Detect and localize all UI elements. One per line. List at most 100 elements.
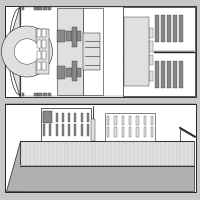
Bar bbox=[144, 28, 148, 38]
Polygon shape bbox=[6, 141, 20, 191]
Bar bbox=[81, 113, 83, 122]
Bar bbox=[87, 124, 89, 136]
Bar bbox=[124, 17, 149, 86]
Bar bbox=[37, 40, 41, 48]
Bar bbox=[20, 166, 194, 191]
Bar bbox=[56, 113, 58, 122]
Bar bbox=[124, 28, 128, 38]
Bar bbox=[87, 113, 89, 122]
Bar bbox=[179, 15, 183, 42]
Bar bbox=[129, 116, 131, 125]
Bar bbox=[149, 28, 153, 38]
Bar bbox=[62, 113, 64, 122]
Bar bbox=[37, 62, 41, 70]
Bar bbox=[36, 29, 49, 74]
Bar bbox=[68, 113, 70, 122]
Bar bbox=[34, 7, 38, 10]
Bar bbox=[66, 68, 72, 77]
Bar bbox=[151, 116, 153, 125]
Bar bbox=[139, 55, 143, 65]
Bar bbox=[74, 113, 76, 122]
Bar bbox=[72, 27, 77, 47]
Bar bbox=[21, 7, 195, 96]
Bar bbox=[144, 55, 148, 65]
Bar bbox=[129, 55, 133, 65]
Bar bbox=[129, 71, 133, 81]
Bar bbox=[81, 124, 83, 136]
Bar bbox=[49, 124, 51, 136]
Bar bbox=[37, 51, 41, 59]
Bar bbox=[114, 116, 117, 125]
Bar bbox=[139, 71, 143, 81]
Bar bbox=[173, 15, 177, 42]
Bar bbox=[5, 104, 196, 192]
Bar bbox=[38, 7, 42, 10]
Bar bbox=[37, 29, 41, 37]
Bar bbox=[123, 7, 195, 96]
Bar bbox=[38, 93, 42, 96]
Bar bbox=[34, 93, 38, 96]
Bar bbox=[22, 7, 24, 10]
Bar bbox=[56, 124, 58, 136]
Bar bbox=[136, 127, 139, 137]
Bar bbox=[48, 7, 51, 10]
Bar bbox=[20, 141, 194, 191]
Bar bbox=[20, 165, 194, 166]
Bar bbox=[124, 71, 128, 81]
Bar bbox=[83, 33, 100, 70]
Bar bbox=[57, 8, 83, 95]
Bar bbox=[144, 116, 146, 125]
Bar bbox=[43, 124, 45, 136]
Bar bbox=[124, 55, 128, 65]
Bar bbox=[66, 31, 72, 41]
Bar bbox=[139, 28, 143, 38]
Bar bbox=[49, 113, 51, 122]
Bar bbox=[43, 113, 45, 122]
Bar bbox=[139, 41, 143, 51]
Circle shape bbox=[14, 39, 40, 64]
Bar bbox=[22, 93, 24, 96]
Bar bbox=[149, 41, 153, 51]
Bar bbox=[129, 127, 131, 137]
Bar bbox=[167, 15, 171, 42]
Bar bbox=[149, 71, 153, 81]
Bar bbox=[179, 61, 183, 88]
Bar bbox=[122, 127, 124, 137]
Bar bbox=[151, 127, 153, 137]
Bar bbox=[114, 127, 117, 137]
Bar bbox=[74, 124, 76, 136]
Bar bbox=[42, 40, 46, 48]
Bar bbox=[107, 116, 109, 125]
Bar bbox=[167, 61, 171, 88]
Bar bbox=[129, 41, 133, 51]
Bar bbox=[20, 6, 196, 97]
Bar bbox=[134, 71, 138, 81]
Bar bbox=[5, 6, 196, 97]
Bar bbox=[122, 116, 124, 125]
Circle shape bbox=[2, 26, 52, 77]
Bar bbox=[41, 108, 91, 141]
Bar bbox=[107, 127, 109, 137]
Bar bbox=[72, 61, 77, 81]
Bar bbox=[42, 29, 46, 37]
Bar bbox=[57, 66, 65, 79]
Bar bbox=[144, 127, 146, 137]
Bar bbox=[129, 28, 133, 38]
Bar bbox=[48, 93, 51, 96]
Bar bbox=[144, 41, 148, 51]
Polygon shape bbox=[6, 6, 20, 97]
Bar bbox=[62, 124, 64, 136]
Bar bbox=[77, 31, 81, 41]
Bar bbox=[149, 55, 153, 65]
Bar bbox=[134, 41, 138, 51]
Bar bbox=[155, 61, 159, 88]
Bar bbox=[68, 124, 70, 136]
Bar bbox=[91, 119, 95, 141]
Bar bbox=[134, 55, 138, 65]
Bar bbox=[134, 28, 138, 38]
Bar bbox=[77, 68, 81, 77]
Bar bbox=[144, 71, 148, 81]
Bar bbox=[42, 62, 46, 70]
Bar bbox=[105, 113, 155, 141]
Bar bbox=[173, 61, 177, 88]
